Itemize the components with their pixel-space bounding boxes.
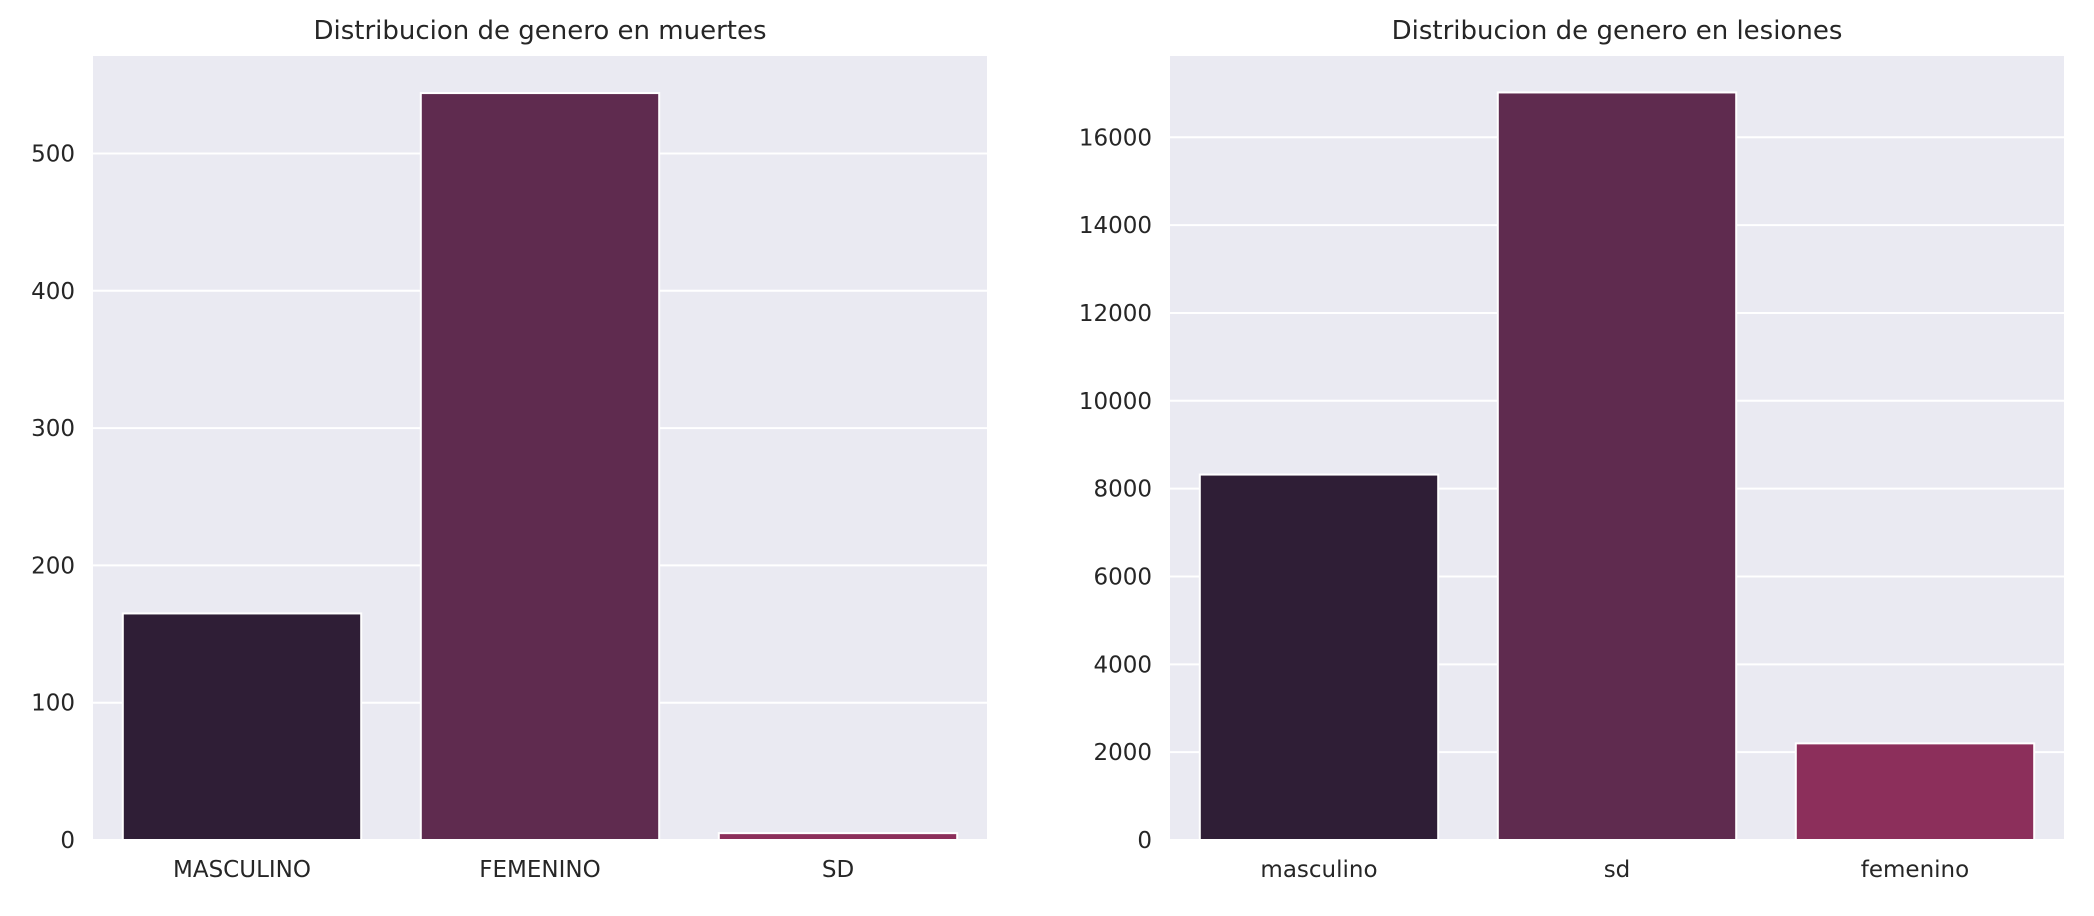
x-tick-label: femenino xyxy=(1861,857,1969,883)
x-tick-labels: masculino sd femenino xyxy=(1260,857,1969,883)
y-tick-label: 6000 xyxy=(1093,564,1152,590)
y-tick-label: 12000 xyxy=(1079,301,1152,327)
y-tick-label: 2000 xyxy=(1093,740,1152,766)
y-tick-label: 200 xyxy=(31,553,75,579)
x-tick-label: masculino xyxy=(1260,857,1377,883)
chart-muertes: 0 100 200 300 400 500 MASCULINO FEMENINO SD Dis… xyxy=(31,16,987,883)
y-tick-label: 0 xyxy=(1137,828,1152,854)
y-tick-label: 400 xyxy=(31,279,75,305)
y-tick-label: 8000 xyxy=(1093,477,1152,503)
chart-title: Distribucion de genero en muertes xyxy=(313,16,766,46)
chart-title: Distribucion de genero en lesiones xyxy=(1392,16,1843,46)
x-tick-label: SD xyxy=(822,857,854,883)
x-tick-label: FEMENINO xyxy=(479,857,600,883)
y-tick-label: 100 xyxy=(31,691,75,717)
y-tick-label: 10000 xyxy=(1079,389,1152,415)
x-tick-label: MASCULINO xyxy=(173,857,311,883)
y-tick-label: 16000 xyxy=(1079,125,1152,151)
bar-femenino xyxy=(419,92,661,842)
y-tick-label: 0 xyxy=(60,828,75,854)
chart-lesiones: 0 2000 4000 6000 8000 10000 12000 14000 16000 ma… xyxy=(1079,16,2064,883)
y-tick-label: 500 xyxy=(31,141,75,167)
bars xyxy=(121,92,959,842)
x-tick-labels: MASCULINO FEMENINO SD xyxy=(173,857,854,883)
y-tick-labels: 0 100 200 300 400 500 xyxy=(31,141,75,854)
bar-femenino xyxy=(1794,742,2036,842)
y-tick-labels: 0 2000 4000 6000 8000 10000 12000 14000 16000 xyxy=(1079,125,1152,854)
y-tick-label: 4000 xyxy=(1093,652,1152,678)
x-tick-label: sd xyxy=(1604,857,1631,883)
y-tick-label: 300 xyxy=(31,416,75,442)
bar-masculino xyxy=(121,612,363,841)
bar-sd xyxy=(1496,91,1738,842)
bar-masculino xyxy=(1198,473,1440,841)
bar-sd xyxy=(717,832,959,841)
bars xyxy=(1198,91,2036,842)
y-tick-label: 14000 xyxy=(1079,213,1152,239)
